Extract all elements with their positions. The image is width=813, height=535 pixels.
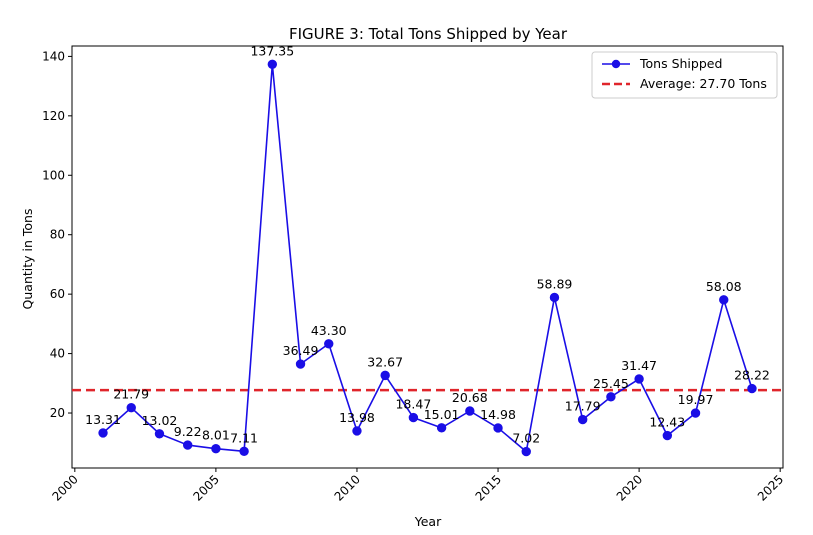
data-point <box>380 370 390 381</box>
data-label: 9.22 <box>174 424 202 439</box>
data-label: 7.11 <box>230 430 258 445</box>
data-label: 31.47 <box>621 358 657 373</box>
data-point <box>324 339 334 349</box>
legend-label-average: Average: 27.70 Tons <box>640 76 767 91</box>
data-label: 13.98 <box>339 410 375 425</box>
data-label: 137.35 <box>250 43 294 58</box>
data-label: 13.31 <box>85 412 121 427</box>
data-label: 32.67 <box>367 354 403 369</box>
data-point <box>267 59 278 69</box>
data-point <box>747 383 757 394</box>
y-axis-title: Quantity in Tons <box>20 209 35 310</box>
data-point <box>690 408 701 418</box>
data-point <box>154 429 165 439</box>
data-label: 14.98 <box>480 407 516 422</box>
x-tick-label: 2015 <box>473 472 504 503</box>
data-label: 13.02 <box>142 413 178 428</box>
y-tick-label: 120 <box>42 109 65 123</box>
y-tick-label: 100 <box>42 168 65 182</box>
data-label: 19.97 <box>678 392 714 407</box>
legend-label-tons-shipped: Tons Shipped <box>639 56 722 71</box>
y-tick-label: 80 <box>50 228 65 242</box>
x-axis-title: Year <box>414 514 442 529</box>
x-tick-label: 2010 <box>332 472 363 503</box>
x-tick-label: 2020 <box>614 472 645 503</box>
data-label: 7.02 <box>512 431 540 446</box>
data-point <box>465 406 475 416</box>
data-label: 15.01 <box>424 407 460 422</box>
plot-frame <box>71 45 784 469</box>
data-point <box>521 446 531 457</box>
y-tick-label: 140 <box>42 49 65 63</box>
data-label: 21.79 <box>113 387 149 402</box>
data-point <box>352 426 362 436</box>
data-label: 58.89 <box>537 276 573 291</box>
data-point <box>436 423 447 433</box>
data-label: 43.30 <box>311 323 347 338</box>
data-point <box>239 446 249 457</box>
data-point <box>719 295 729 305</box>
data-point <box>662 430 673 441</box>
data-label: 17.79 <box>565 399 601 414</box>
x-tick-label: 2025 <box>755 472 786 503</box>
data-label: 36.49 <box>283 343 319 358</box>
series-layer: 13.31 21.79 13.029.22 8.01 7.11 137.35 36.49 43… <box>72 43 783 457</box>
data-label: 25.45 <box>593 376 629 391</box>
data-point <box>606 392 616 402</box>
axes: 20 40 60 80 100 120 140 2000 2005 2010 2015 2020 202… <box>42 45 786 504</box>
data-label: 12.43 <box>649 415 685 430</box>
data-label: 8.01 <box>202 428 230 443</box>
data-label: 58.08 <box>706 279 742 294</box>
chart-title: FIGURE 3: Total Tons Shipped by Year <box>289 25 568 43</box>
series-line-tons-shipped <box>102 63 753 453</box>
data-point <box>549 292 560 303</box>
data-label: 28.22 <box>734 368 770 383</box>
data-point <box>182 440 193 450</box>
legend-box <box>591 51 778 99</box>
data-point <box>577 414 588 425</box>
y-tick-label: 40 <box>50 347 65 361</box>
data-label: 18.47 <box>395 397 431 412</box>
data-point <box>408 412 419 423</box>
y-tick-label: 20 <box>50 406 65 420</box>
data-label: 20.68 <box>452 390 488 405</box>
legend: Tons Shipped Average: 27.70 Tons <box>591 51 778 99</box>
legend-marker-tons-shipped <box>611 59 621 69</box>
x-tick-label: 2000 <box>49 472 80 503</box>
data-point <box>493 423 503 433</box>
y-tick-label: 60 <box>50 287 65 301</box>
x-tick-label: 2005 <box>191 472 222 503</box>
data-point <box>211 443 221 454</box>
data-point <box>634 374 644 384</box>
data-point <box>295 359 306 369</box>
data-point <box>126 403 136 413</box>
data-point <box>98 428 108 438</box>
